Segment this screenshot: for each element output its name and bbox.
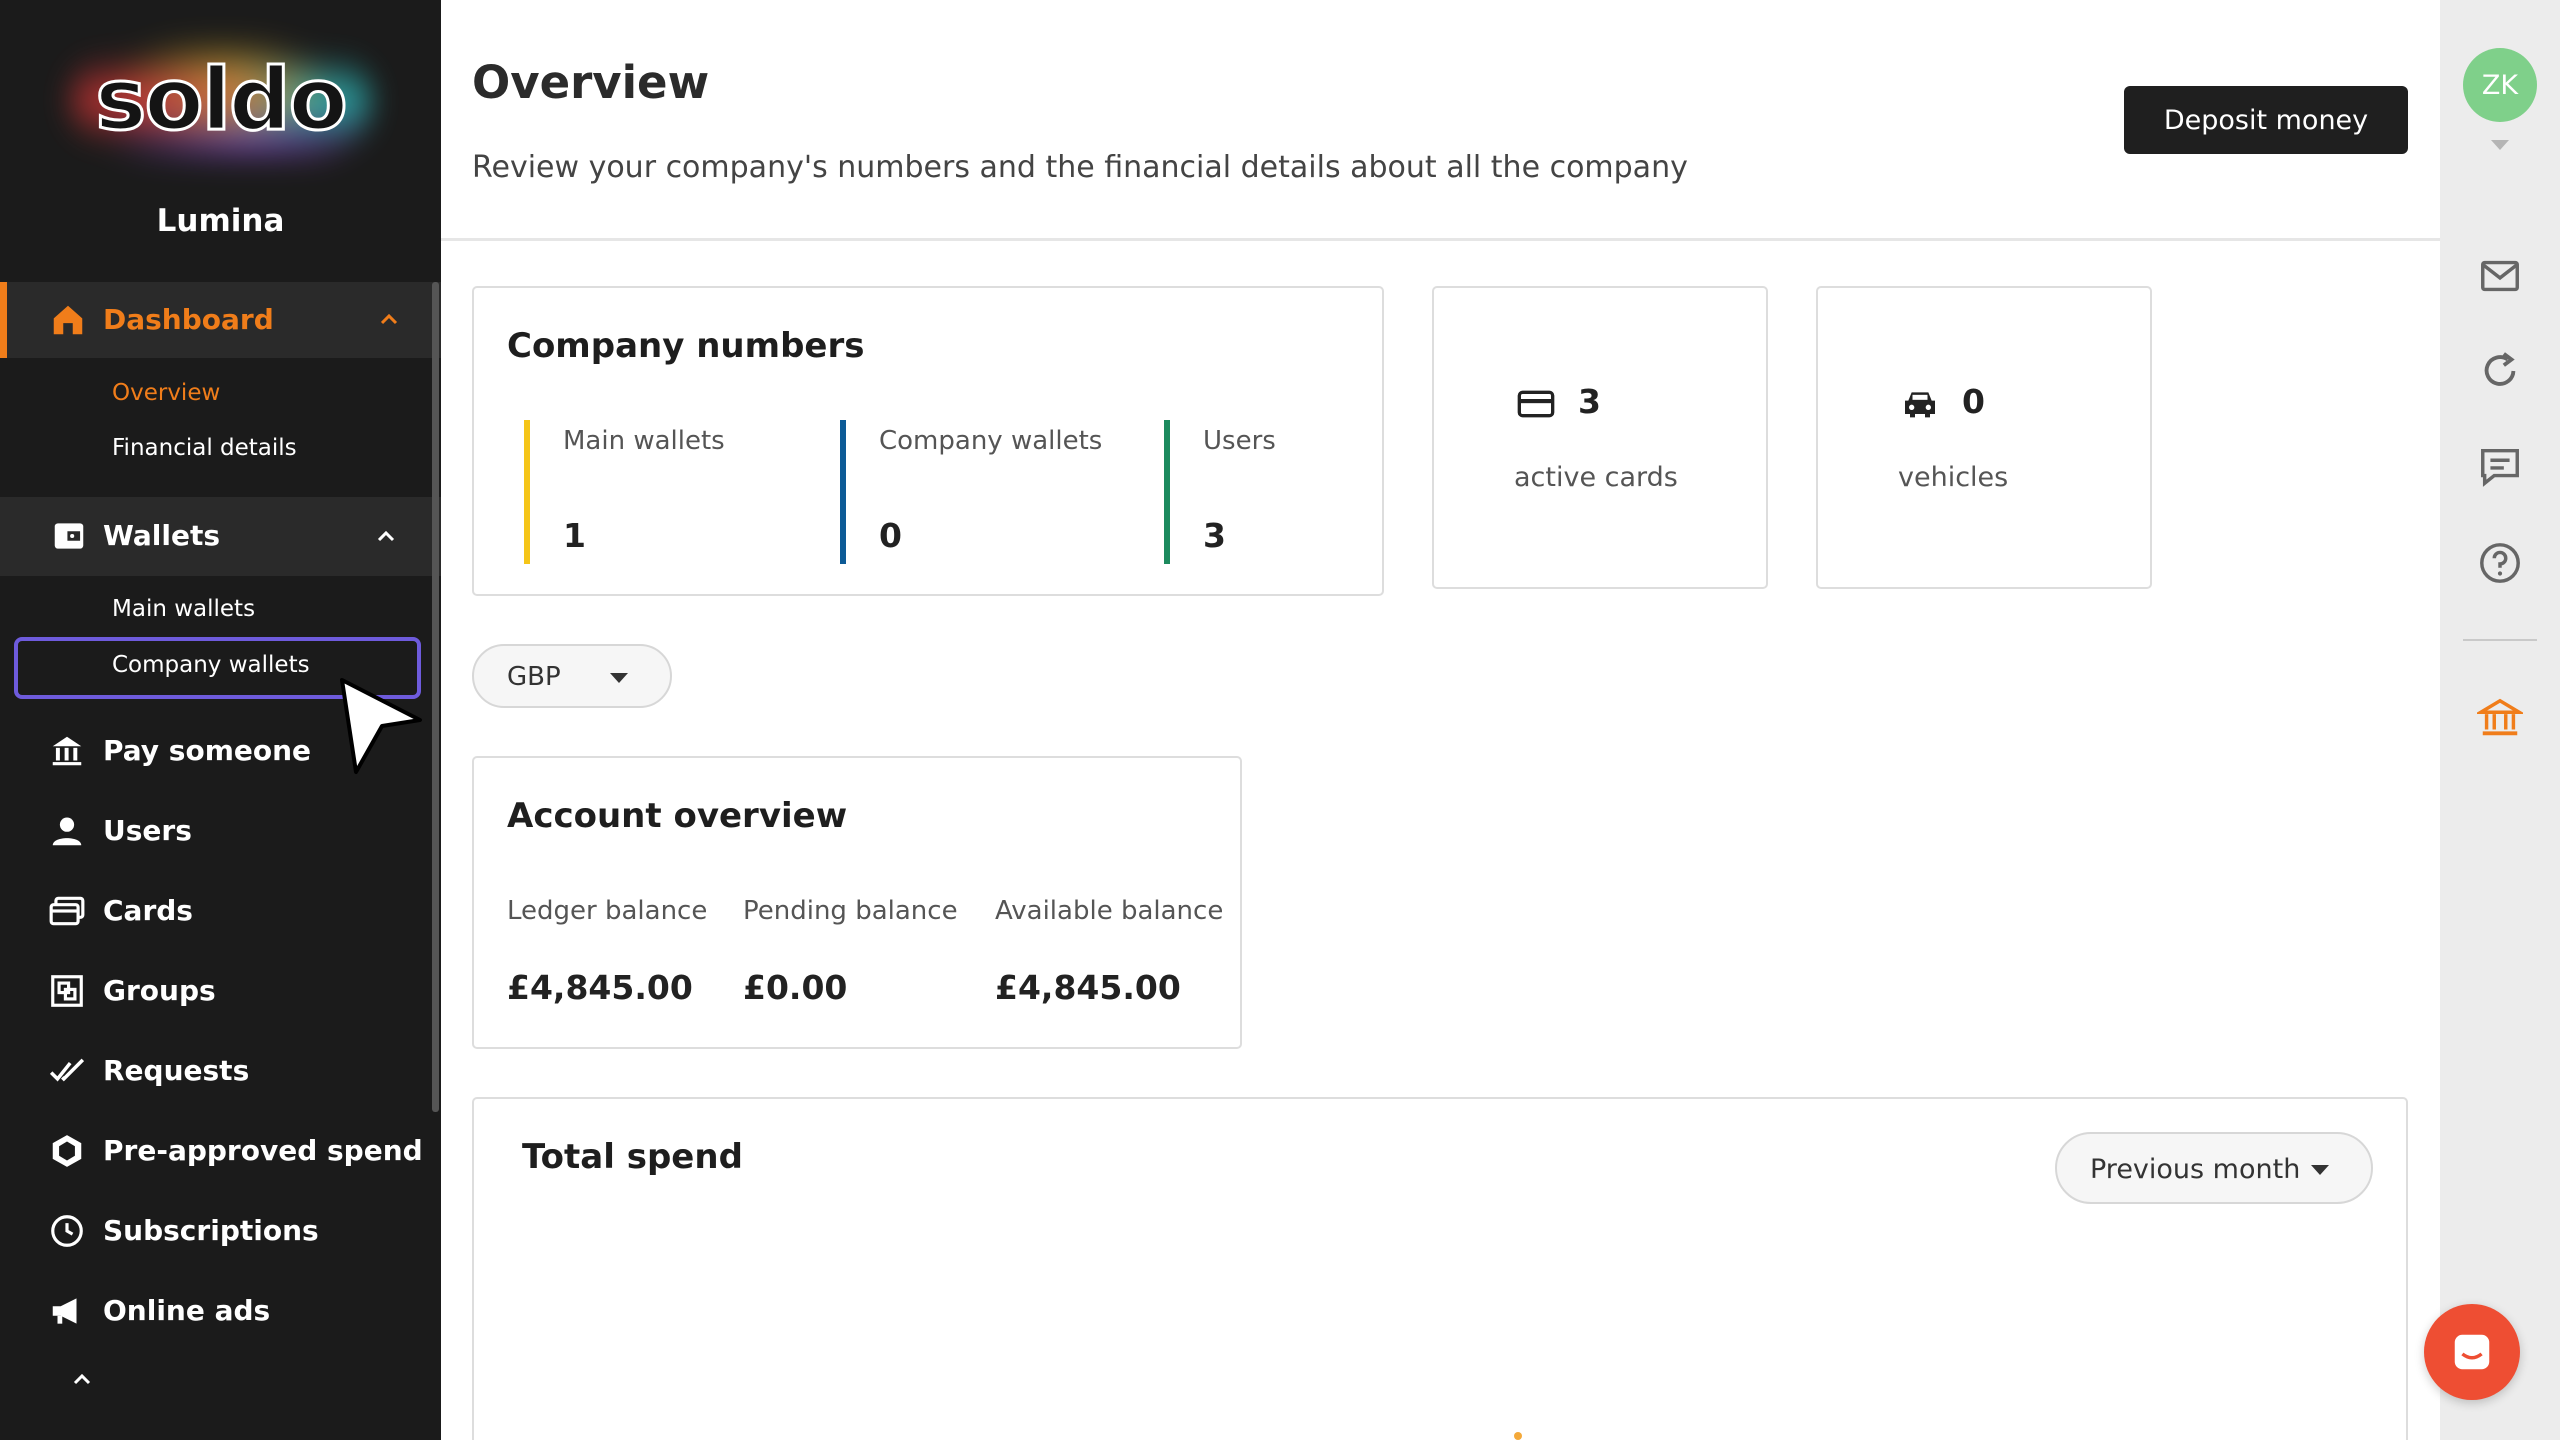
header-divider	[441, 238, 2440, 241]
stat-value-users: 3	[1203, 516, 1226, 555]
page-title: Overview	[472, 56, 710, 109]
groups-icon	[51, 975, 83, 1007]
help-icon[interactable]	[2477, 540, 2523, 586]
hexagon-icon	[52, 1135, 82, 1167]
sidebar-item-label: Groups	[103, 974, 216, 1007]
megaphone-icon	[52, 1298, 77, 1324]
chat-message-icon[interactable]	[2477, 443, 2523, 489]
account-overview-card: Account overview Ledger balance £4,845.0…	[472, 756, 1242, 1049]
sidebar-subitem-overview[interactable]: Overview	[112, 380, 221, 406]
avatar[interactable]: ZK	[2463, 48, 2537, 122]
card-title: Account overview	[507, 796, 848, 836]
currency-select[interactable]: GBP	[472, 644, 672, 708]
mouse-cursor-icon	[340, 678, 422, 774]
company-numbers-card: Company numbers Main wallets 1 Company w…	[472, 286, 1384, 596]
organization-name: Lumina	[156, 203, 285, 239]
stat-value-main-wallets: 1	[563, 516, 586, 555]
sidebar-subitem-financial-details[interactable]: Financial details	[112, 435, 297, 461]
bank-transfer-icon	[52, 736, 82, 766]
chat-bubble-icon	[2454, 1334, 2490, 1370]
sidebar-item-label: Users	[103, 814, 192, 847]
car-icon	[1905, 392, 1935, 418]
chart-point	[1514, 1432, 1522, 1440]
period-select-value: Previous month	[2090, 1154, 2301, 1185]
sidebar-item-label: Wallets	[103, 519, 221, 552]
sidebar-item-dashboard[interactable]: Dashboard	[0, 282, 441, 358]
ledger-balance-value: £4,845.00	[507, 968, 693, 1007]
caret-down-icon[interactable]	[2491, 140, 2509, 150]
stat-label-company-wallets: Company wallets	[879, 426, 1103, 456]
active-cards-count: 3	[1578, 382, 1601, 421]
chevron-up-icon[interactable]	[70, 1372, 94, 1386]
sidebar-subitem-company-wallets[interactable]: Company wallets	[112, 652, 310, 678]
user-icon	[52, 817, 82, 846]
active-cards-label: active cards	[1514, 462, 1678, 493]
home-icon	[53, 305, 83, 335]
chat-launcher-button[interactable]	[2424, 1304, 2520, 1400]
deposit-money-button[interactable]: Deposit money	[2124, 86, 2408, 154]
pending-balance-label: Pending balance	[743, 896, 958, 926]
sidebar-item-label: Cards	[103, 894, 193, 927]
currency-select-value: GBP	[507, 662, 561, 692]
sidebar-item-wallets[interactable]: Wallets	[0, 497, 441, 576]
available-balance-value: £4,845.00	[995, 968, 1181, 1007]
stat-color-bar	[524, 420, 530, 564]
ledger-balance-label: Ledger balance	[507, 896, 708, 926]
caret-down-icon	[610, 673, 628, 683]
right-rail	[2440, 0, 2560, 1440]
soldo-logo[interactable]: soldo	[0, 40, 441, 160]
focus-highlight	[14, 637, 421, 699]
credit-card-icon	[1517, 390, 1555, 418]
chevron-up-icon[interactable]	[374, 525, 398, 549]
mail-icon[interactable]	[2477, 253, 2523, 299]
rail-divider	[2463, 639, 2537, 641]
stat-label-main-wallets: Main wallets	[563, 426, 725, 456]
available-balance-label: Available balance	[995, 896, 1224, 926]
sidebar-item-label: Dashboard	[103, 303, 274, 336]
sidebar-item-label: Online ads	[103, 1294, 271, 1327]
vehicles-card[interactable]: 0 vehicles	[1816, 286, 2152, 589]
cards-icon	[49, 896, 85, 926]
sidebar-item-label: Requests	[103, 1054, 250, 1087]
refresh-icon[interactable]	[2477, 348, 2523, 394]
stat-color-bar	[840, 420, 846, 564]
stat-value-company-wallets: 0	[879, 516, 902, 555]
sidebar: soldo Lumina Dashboard Overview Financia…	[0, 0, 441, 1440]
logo-wordmark: soldo	[94, 49, 349, 152]
active-cards-card[interactable]: 3 active cards	[1432, 286, 1768, 589]
page-subtitle: Review your company's numbers and the fi…	[472, 150, 1688, 185]
sidebar-scrollbar[interactable]	[432, 282, 439, 1112]
sidebar-subitem-main-wallets[interactable]: Main wallets	[112, 596, 256, 622]
vehicles-label: vehicles	[1898, 462, 2009, 493]
stat-label-users: Users	[1203, 426, 1276, 456]
double-check-icon	[49, 1058, 85, 1082]
logo-glow	[70, 40, 371, 160]
bank-icon[interactable]	[2477, 695, 2523, 741]
sidebar-item-label: Pre-approved spend	[103, 1134, 423, 1167]
period-select[interactable]: Previous month	[2055, 1132, 2373, 1204]
wallet-icon	[54, 523, 84, 549]
pending-balance-value: £0.00	[743, 968, 848, 1007]
card-title: Total spend	[522, 1137, 743, 1177]
card-title: Company numbers	[507, 326, 865, 366]
vehicles-count: 0	[1962, 382, 1985, 421]
clock-icon	[51, 1215, 83, 1247]
stat-color-bar	[1164, 420, 1170, 564]
caret-down-icon	[2311, 1165, 2329, 1175]
chevron-up-icon[interactable]	[377, 308, 401, 332]
sidebar-item-label: Subscriptions	[103, 1214, 319, 1247]
sidebar-item-label: Pay someone	[103, 734, 312, 767]
